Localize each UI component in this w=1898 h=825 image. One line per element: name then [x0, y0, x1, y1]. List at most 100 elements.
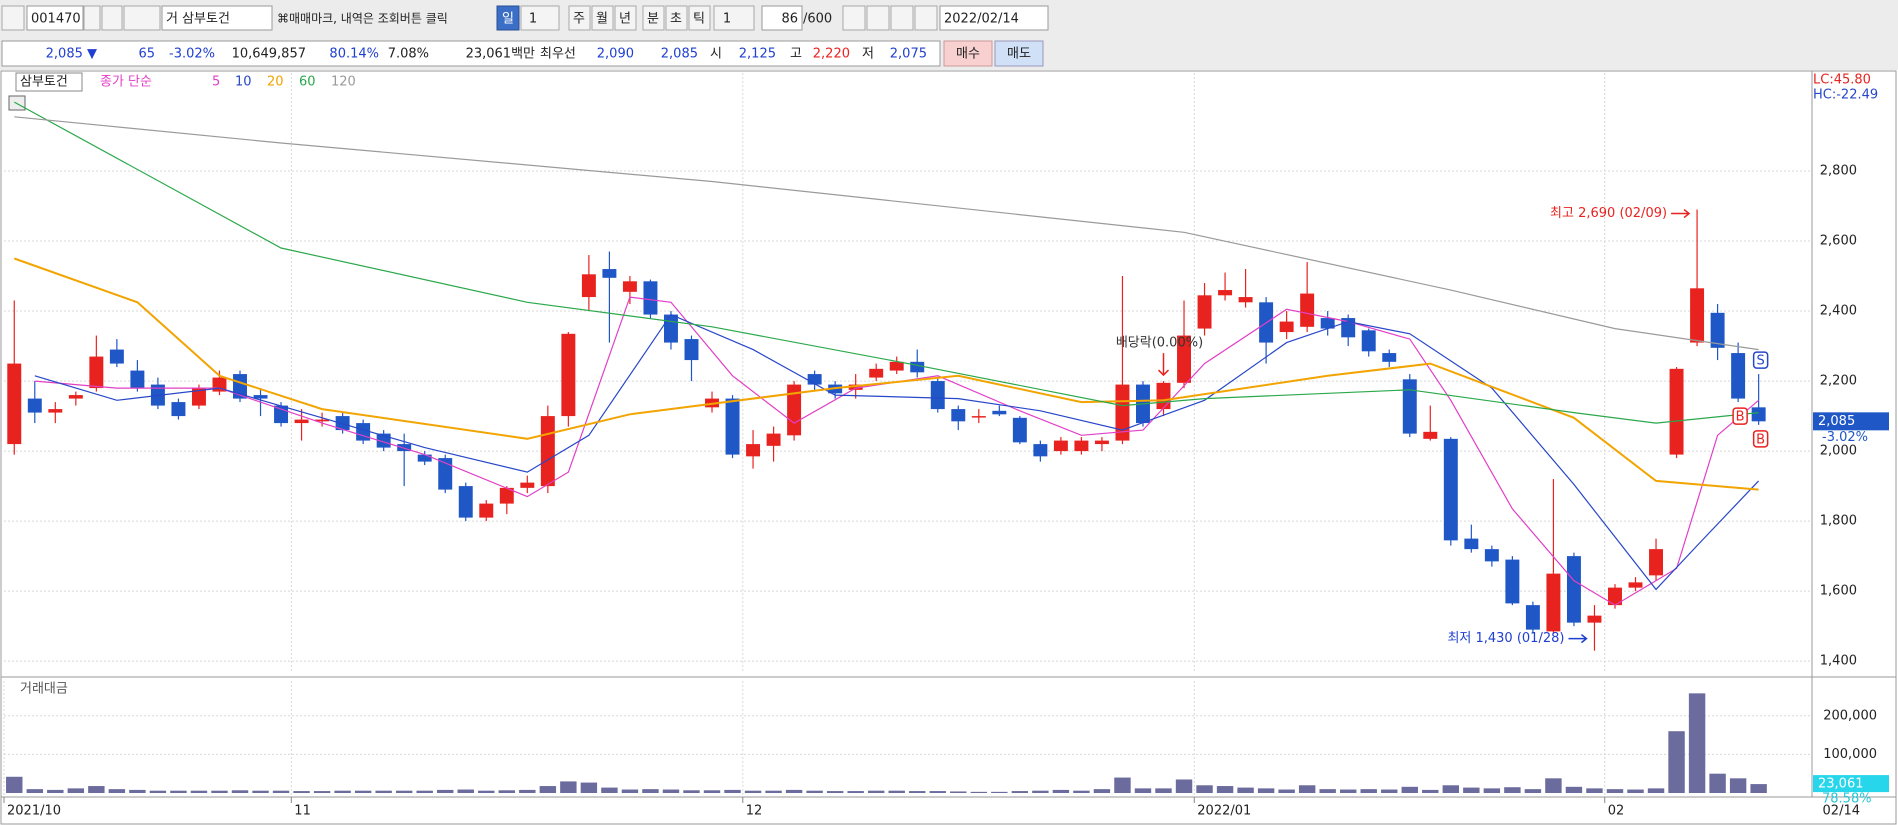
quote-label: 최우선 [540, 47, 576, 62]
tool-icon[interactable] [866, 5, 890, 31]
quote-change: 65 [138, 47, 155, 62]
date-input[interactable] [939, 5, 1049, 31]
count-input[interactable] [761, 5, 803, 31]
candle-body [971, 416, 986, 418]
y-tick-label: 1,800 [1820, 514, 1857, 529]
volume-bar [847, 791, 864, 793]
volume-bar [170, 790, 187, 793]
search-button[interactable] [101, 5, 123, 31]
volume-bar [88, 786, 105, 793]
volume-bar [539, 786, 557, 793]
quote-price: 2,085 ▼ [46, 47, 97, 62]
y-tick-label: 2,800 [1820, 164, 1857, 179]
settings-icon[interactable] [914, 5, 938, 31]
last-volume-box [1813, 775, 1889, 793]
candle-body [171, 402, 186, 417]
volume-bar [1750, 784, 1767, 793]
candle-body [1053, 440, 1068, 452]
candle-body [910, 361, 925, 373]
period-day-button[interactable] [496, 5, 520, 31]
period-button[interactable] [642, 5, 665, 31]
candle-body [1156, 382, 1171, 410]
x-tick-label: 11 [294, 804, 311, 819]
volume-bar [1360, 789, 1377, 793]
candle-body [766, 433, 781, 446]
candle-body [807, 374, 822, 385]
volume-bar [1216, 786, 1234, 793]
quote-label: 시 [710, 47, 722, 62]
moving-average-line [14, 101, 1759, 424]
volume-bar [1565, 786, 1583, 793]
volume-bar [1483, 788, 1501, 793]
volume-bar [1134, 788, 1152, 793]
period-button[interactable] [688, 5, 711, 31]
candle-body [1074, 440, 1089, 452]
period-button[interactable] [591, 5, 614, 31]
quote-ask: 2,090 [597, 47, 634, 62]
period-button-label: 월 [596, 12, 608, 27]
candle-body [951, 409, 966, 422]
sound-button[interactable] [123, 5, 161, 31]
annotation-arrow [1568, 634, 1588, 644]
last-volume-label: 23,061 [1818, 777, 1864, 792]
volume-bar [1319, 789, 1336, 793]
volume-bar [1524, 789, 1542, 793]
period-button-label: 틱 [693, 12, 705, 27]
period-button[interactable] [665, 5, 688, 31]
x-tick-label: 2022/01 [1197, 804, 1251, 819]
volume-bar [683, 790, 700, 793]
volume-bar [375, 790, 392, 793]
volume-bar [826, 791, 844, 793]
volume-bar [498, 790, 516, 793]
save-icon[interactable] [890, 5, 914, 31]
candle-body [1608, 587, 1622, 606]
candle-body [787, 384, 802, 436]
candle-body [1464, 538, 1479, 550]
stock-code: 001470 [31, 12, 81, 27]
volume-bar [149, 790, 167, 793]
candle-body [48, 409, 63, 413]
volume-bar [1668, 731, 1685, 793]
volume-bar [1401, 786, 1418, 793]
buy-button[interactable] [943, 40, 993, 67]
signal-label: B [1756, 432, 1765, 447]
candle-body [581, 274, 596, 298]
code-input[interactable] [26, 5, 84, 31]
quote-high: 2,220 [813, 47, 850, 62]
volume-bar [354, 790, 372, 793]
volume-bar [1093, 789, 1111, 793]
candle-body [1443, 438, 1458, 541]
period-num[interactable] [713, 5, 755, 31]
last-date-label: 02/14 [1823, 804, 1860, 819]
quote-rate: -3.02% [169, 47, 215, 62]
menu-icon[interactable] [1, 5, 25, 31]
period-num[interactable] [520, 5, 560, 31]
candle-body [7, 363, 22, 445]
candle-body [294, 419, 309, 424]
volume-bar [970, 791, 988, 793]
tool-icon[interactable] [842, 5, 866, 31]
indicator-label: HC:-22.49 [1813, 88, 1878, 103]
signal-label: S [1757, 354, 1765, 369]
sell-label: 매도 [1007, 47, 1031, 62]
code-dropdown[interactable] [83, 5, 101, 31]
candle-body [1115, 384, 1130, 441]
volume-bar [6, 776, 23, 793]
volume-bar [991, 791, 1008, 793]
candle-body [848, 384, 863, 390]
period-button[interactable] [568, 5, 591, 31]
candle-body [1546, 573, 1561, 632]
volume-bar [457, 789, 474, 793]
volume-bar [1688, 693, 1706, 793]
volume-bar [601, 787, 618, 793]
candle-body [335, 416, 350, 431]
volume-bar [662, 789, 680, 793]
period-button[interactable] [614, 5, 637, 31]
x-tick-label: 2021/10 [7, 804, 61, 819]
candle-body [869, 368, 884, 378]
sell-button[interactable] [994, 40, 1044, 67]
quote-ratio: 7.08% [388, 47, 429, 62]
candle-body [253, 395, 268, 399]
name-box[interactable] [161, 5, 273, 31]
volume-bar [1155, 788, 1172, 793]
